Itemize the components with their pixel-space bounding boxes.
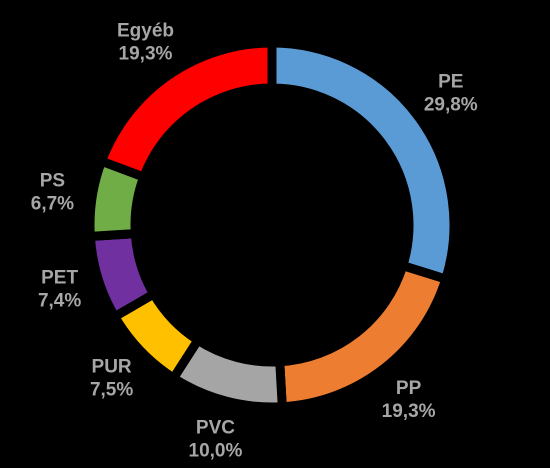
segment-value-label: 19,3% [382, 401, 436, 422]
segment-value-label: 19,3% [119, 44, 173, 65]
segment-value-label: 7,5% [90, 380, 133, 401]
segment-label: PE [438, 71, 463, 92]
segment-label: PVC [196, 418, 235, 439]
segment-value-label: 6,7% [31, 193, 74, 214]
segment-value-label: 10,0% [189, 441, 243, 462]
segment-label: PUR [92, 357, 132, 378]
segment-label: PET [41, 268, 78, 289]
segment-label: PS [40, 170, 65, 191]
donut-segment [95, 38, 277, 183]
segment-label: Egyéb [117, 21, 174, 42]
segment-value-label: 7,4% [38, 291, 81, 312]
segment-value-label: 29,8% [424, 94, 478, 115]
segment-label: PP [396, 378, 422, 399]
